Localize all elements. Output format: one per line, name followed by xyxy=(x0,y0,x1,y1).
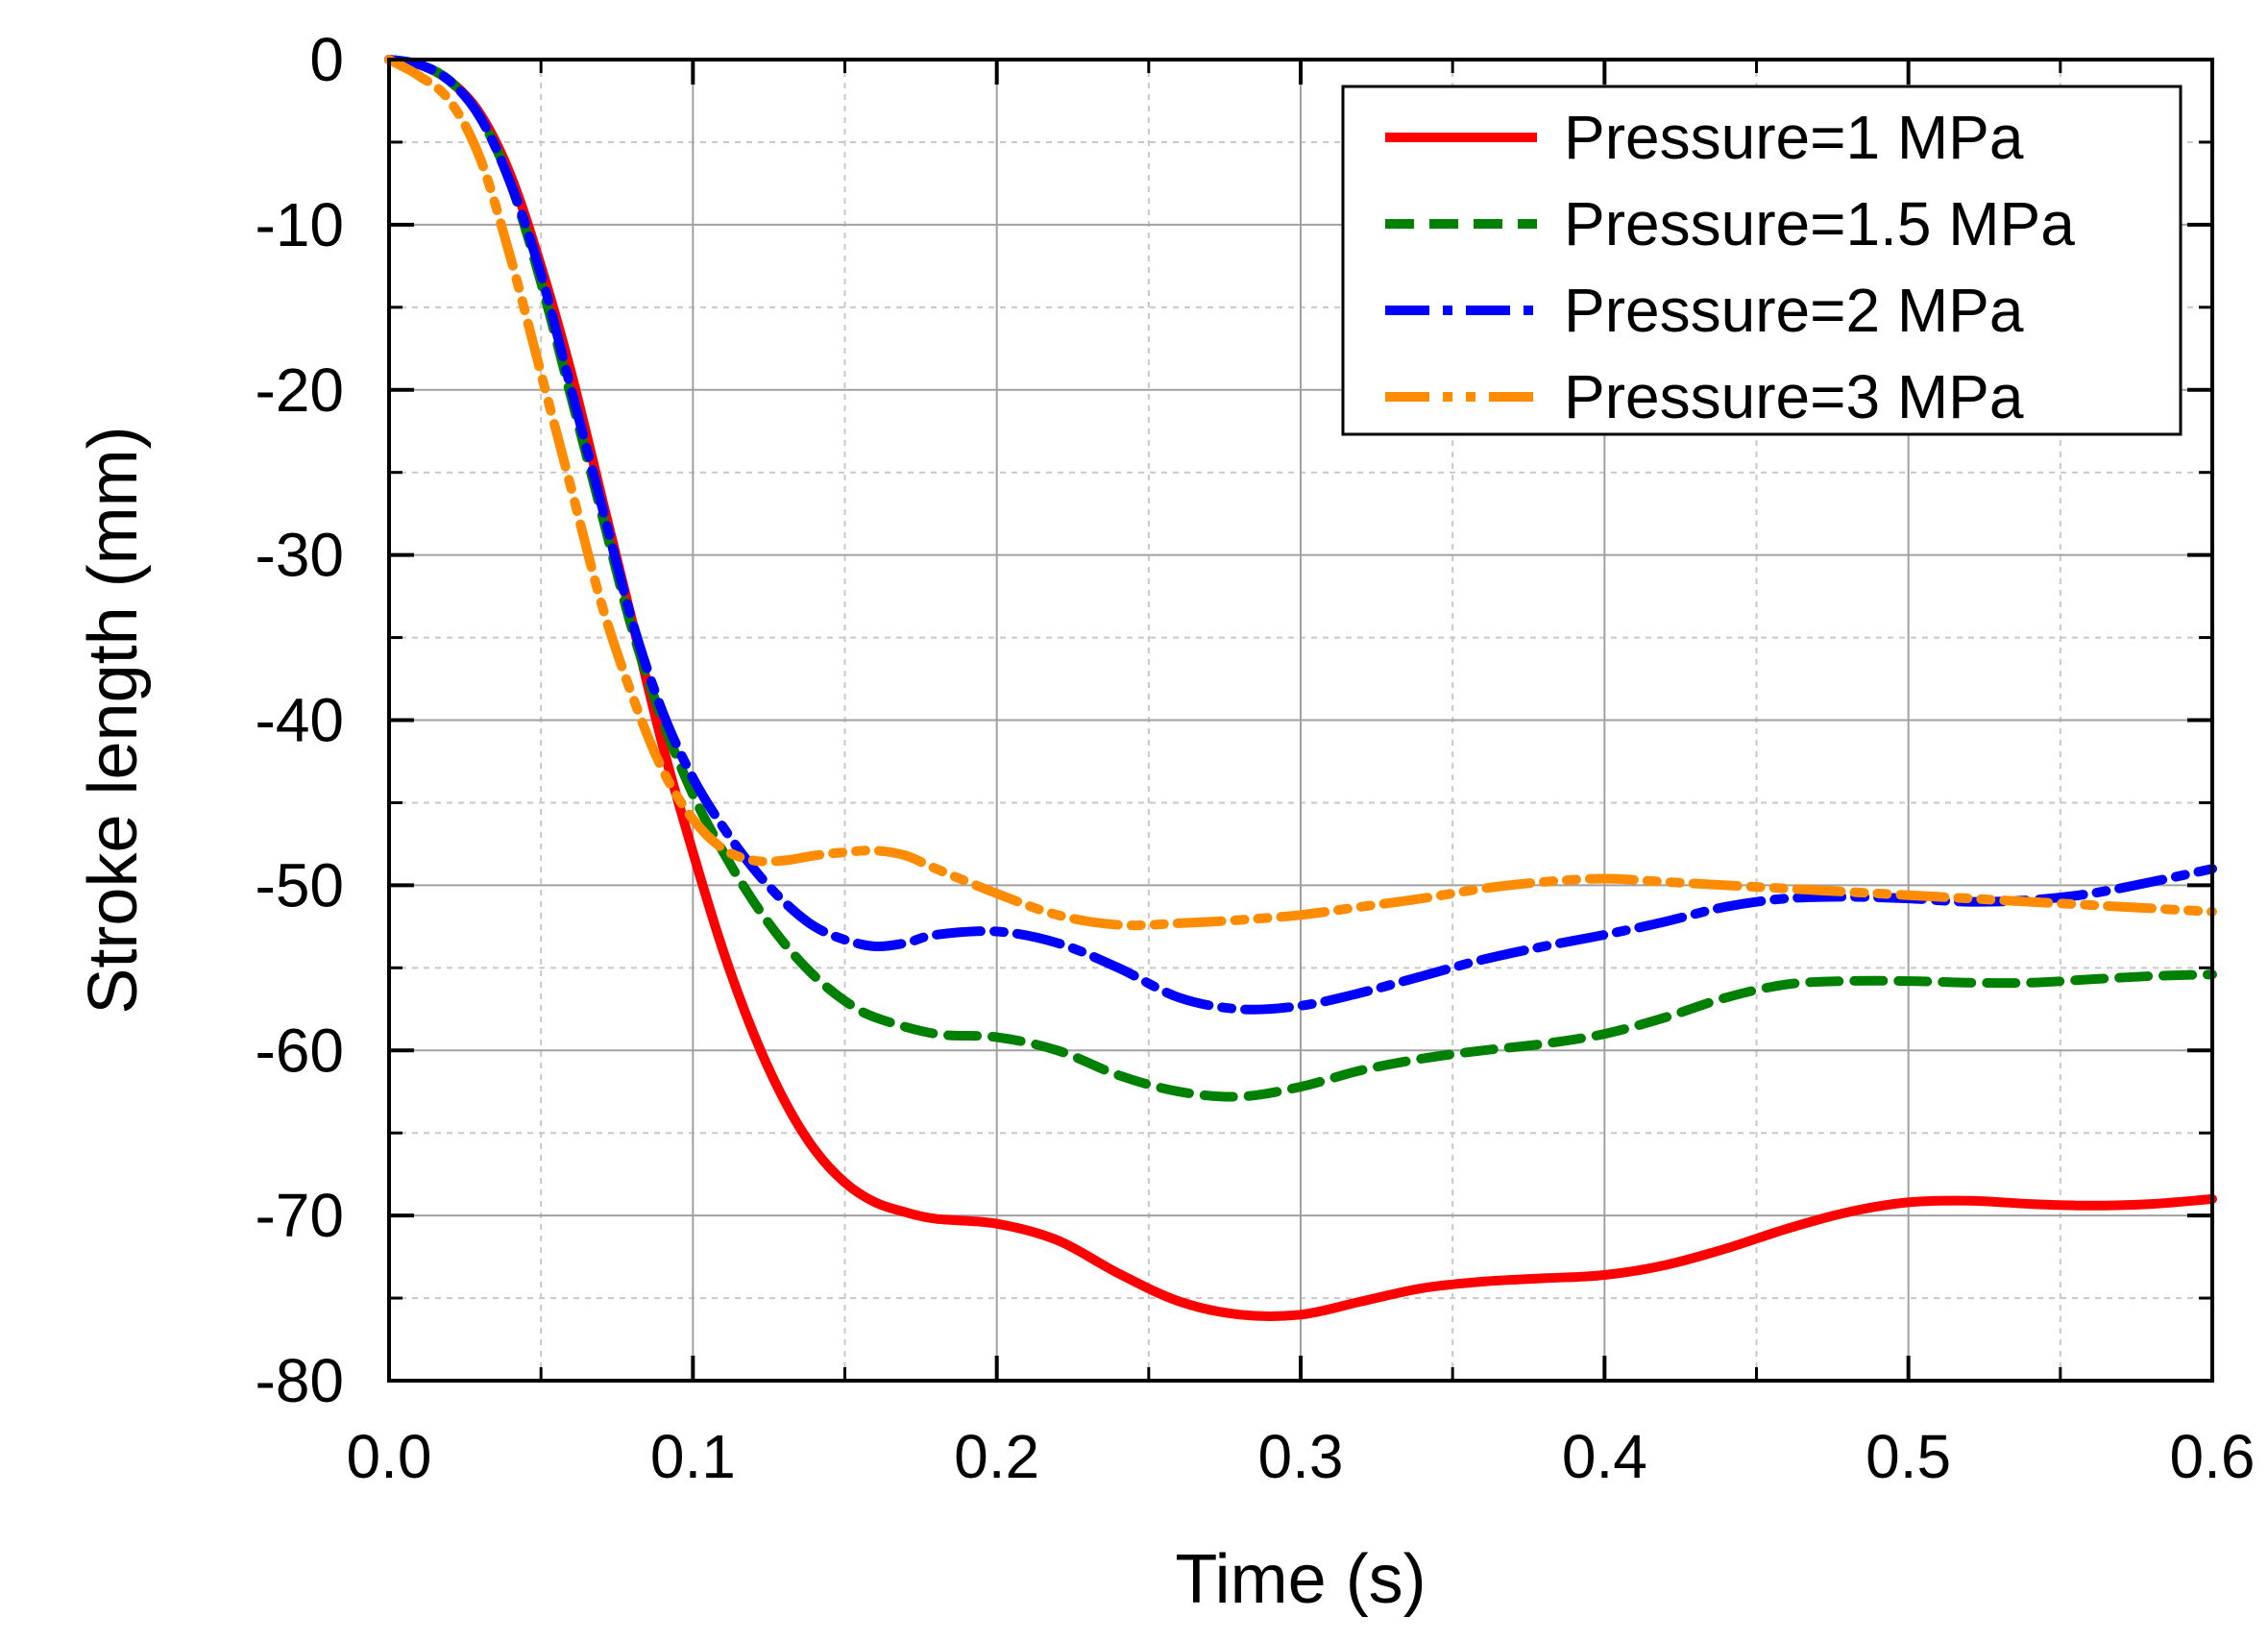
x-tick-label: 0.0 xyxy=(347,1422,432,1491)
x-tick-labels: 0.0 0.1 0.2 0.3 0.4 0.5 0.6 xyxy=(347,1422,2256,1491)
y-tick-label: 0 xyxy=(309,25,344,94)
series-lines xyxy=(384,55,2217,1321)
y-tick-labels: 0 -10 -20 -30 -40 -50 -60 -70 -80 xyxy=(256,25,345,1415)
x-tick-label: 0.2 xyxy=(954,1422,1039,1491)
y-tick-label: -70 xyxy=(256,1181,345,1250)
x-tick-label: 0.4 xyxy=(1562,1422,1647,1491)
x-tick-label: 0.3 xyxy=(1258,1422,1344,1491)
y-tick-label: -40 xyxy=(256,686,345,755)
y-tick-label: -10 xyxy=(256,190,345,259)
series-line-4 xyxy=(384,55,2217,931)
axis-ticks xyxy=(387,58,2214,1383)
x-axis-title: Time (s) xyxy=(1175,1541,1426,1618)
y-tick-label: -50 xyxy=(256,850,345,919)
y-tick-label: -30 xyxy=(256,521,345,590)
x-tick-label: 0.1 xyxy=(650,1422,736,1491)
legend: Pressure=1 MPa Pressure=1.5 MPa Pressure=2… xyxy=(1341,85,2183,436)
legend-label-2: Pressure=1.5 MPa xyxy=(1564,189,2075,258)
legend-label-4: Pressure=3 MPa xyxy=(1564,362,2024,431)
y-tick-label: -60 xyxy=(256,1016,345,1085)
legend-label-3: Pressure=2 MPa xyxy=(1564,276,2024,345)
y-axis-title: Stroke length (mm) xyxy=(75,426,152,1014)
y-tick-label: -80 xyxy=(256,1346,345,1415)
legend-label-1: Pressure=1 MPa xyxy=(1564,103,2024,172)
x-tick-label: 0.5 xyxy=(1866,1422,1951,1491)
x-tick-label: 0.6 xyxy=(2170,1422,2256,1491)
legend-box xyxy=(1341,85,2183,436)
series-line-3 xyxy=(384,55,2217,1015)
y-tick-label: -20 xyxy=(256,355,345,425)
